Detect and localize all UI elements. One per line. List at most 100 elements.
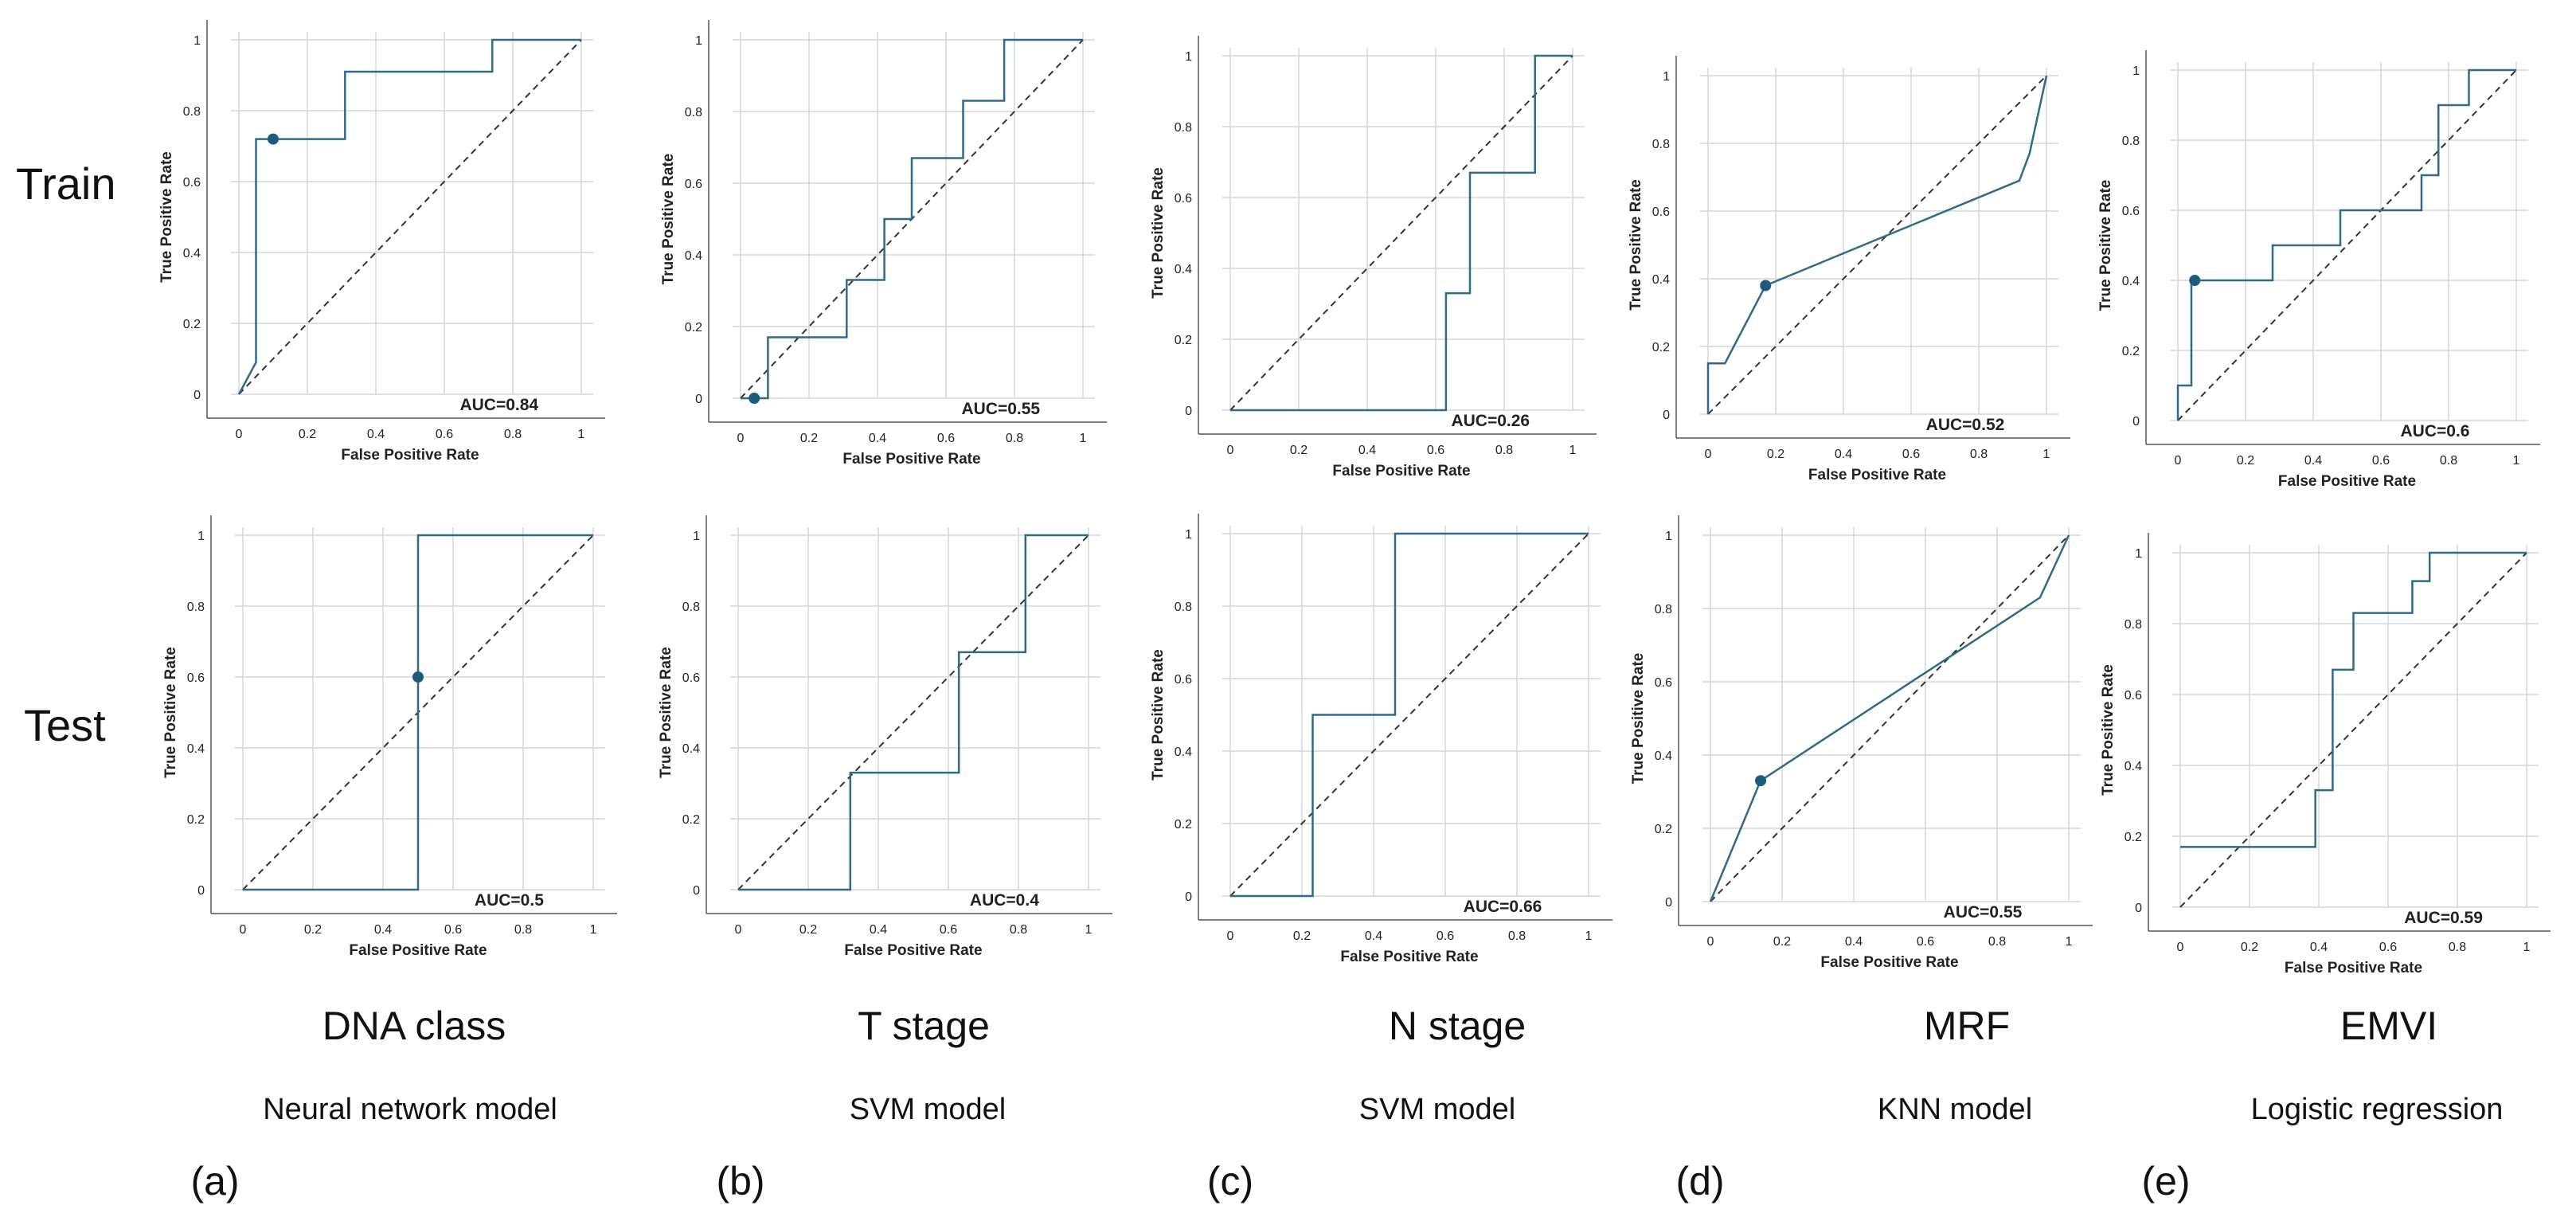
y-tick-label: 1 [693, 530, 700, 543]
row-label-train: Train [16, 158, 116, 209]
model-label-c: SVM model [1359, 1093, 1515, 1126]
y-tick-label: 1 [1185, 50, 1192, 64]
x-tick-label: 0.4 [870, 923, 887, 937]
model-label-b: SVM model [850, 1093, 1006, 1126]
operating-point [412, 671, 424, 683]
x-tick-label: 0.2 [304, 923, 322, 937]
x-axis-label: False Positive Rate [844, 942, 982, 959]
x-tick-label: 0.4 [1365, 929, 1382, 943]
y-tick-label: 1 [197, 530, 205, 543]
x-tick-label: 1 [1569, 444, 1577, 457]
x-axis-label: False Positive Rate [1332, 463, 1470, 479]
x-tick-label: 0.2 [1293, 929, 1311, 943]
x-tick-label: 0.2 [1767, 448, 1784, 461]
y-tick-label: 0.6 [1175, 673, 1192, 687]
roc-panel-e-test: 0 0 0.2 0.2 0.4 0.4 0.6 0.6 0.8 0.8 1 1 False Positi… [2100, 533, 2551, 976]
y-tick-label: 0.4 [1652, 273, 1670, 287]
x-axis-label: False Positive Rate [341, 447, 479, 464]
y-tick-label: 1 [695, 34, 702, 48]
x-tick-label: 0.4 [374, 923, 392, 937]
y-tick-label: 0.6 [187, 671, 205, 685]
roc-curve [1230, 54, 1573, 412]
column-title-e: EMVI [2340, 1004, 2437, 1048]
x-tick-label: 1 [590, 923, 597, 937]
roc-panel-c-train: 0 0 0.2 0.2 0.4 0.4 0.6 0.6 0.8 0.8 1 1 False Positi… [1150, 36, 1597, 479]
y-tick-label: 0.8 [685, 106, 702, 119]
y-tick-label: 0.8 [1652, 138, 1670, 151]
chance-diagonal [2179, 552, 2527, 908]
x-tick-label: 0.4 [2304, 454, 2322, 468]
x-tick-label: 0.8 [504, 428, 522, 441]
x-tick-label: 0.2 [1290, 444, 1308, 457]
x-axis-label: False Positive Rate [1340, 949, 1478, 965]
y-tick-label: 0.6 [1655, 676, 1672, 690]
y-tick-label: 0 [2135, 902, 2142, 915]
panel-letter-a: (a) [190, 1159, 239, 1203]
chance-diagonal [238, 39, 582, 395]
model-label-e: Logistic regression [2251, 1093, 2504, 1126]
panel-letter-c: (c) [1207, 1159, 1253, 1203]
x-tick-label: 0.6 [937, 432, 955, 445]
y-tick-label: 0.2 [2122, 345, 2140, 358]
y-tick-label: 0.8 [1175, 601, 1192, 614]
roc-panel-d-test: 0 0 0.2 0.2 0.4 0.4 0.6 0.6 0.8 0.8 1 1 False Positi… [1630, 515, 2093, 971]
x-tick-label: 0.2 [1773, 935, 1791, 949]
y-tick-label: 0 [193, 389, 201, 402]
x-tick-label: 0.8 [1006, 432, 1023, 445]
x-axis-label: False Positive Rate [349, 942, 487, 959]
roc-panels: 0 0 0.2 0.2 0.4 0.4 0.6 0.6 0.8 0.8 1 1 False Positi… [158, 20, 2551, 976]
auc-label: AUC=0.55 [961, 400, 1040, 418]
roc-curve [2176, 68, 2516, 421]
x-tick-label: 0.8 [1508, 929, 1526, 943]
x-tick-label: 0 [1227, 444, 1234, 457]
y-axis-label: True Positive Rate [162, 647, 179, 778]
chance-diagonal [1229, 55, 1573, 411]
y-tick-label: 0.4 [685, 249, 702, 263]
y-tick-label: 0.4 [183, 247, 201, 260]
row-label-test: Test [24, 700, 106, 750]
panel-letter-d: (d) [1675, 1159, 1724, 1203]
y-tick-label: 0.6 [682, 671, 700, 685]
operating-point [1755, 775, 1766, 787]
y-tick-label: 0.4 [1175, 745, 1192, 759]
panel-letter-e: (e) [2141, 1159, 2190, 1203]
y-tick-label: 0.6 [1652, 205, 1670, 219]
auc-label: AUC=0.59 [2404, 909, 2483, 927]
x-tick-label: 0.8 [1988, 935, 2006, 949]
y-tick-label: 0.8 [183, 105, 201, 119]
x-tick-label: 0.6 [1902, 448, 1920, 461]
auc-label: AUC=0.55 [1944, 903, 2023, 922]
x-tick-label: 0 [2175, 454, 2182, 468]
x-tick-label: 0.6 [1427, 444, 1444, 457]
y-tick-label: 0.8 [1655, 603, 1672, 616]
x-tick-label: 0.6 [436, 428, 453, 441]
x-tick-label: 0.4 [2310, 941, 2328, 954]
auc-label: AUC=0.84 [459, 396, 538, 414]
auc-label: AUC=0.4 [970, 891, 1039, 910]
y-tick-label: 0 [1663, 409, 1670, 422]
y-tick-label: 1 [1663, 70, 1670, 84]
y-tick-label: 0 [197, 884, 205, 898]
y-tick-label: 0.4 [1655, 749, 1672, 763]
y-axis-label: True Positive Rate [158, 151, 175, 283]
y-tick-label: 0.4 [2125, 760, 2142, 773]
x-tick-label: 0.2 [799, 923, 817, 937]
roc-curve [243, 534, 593, 891]
y-tick-label: 0.4 [1175, 263, 1192, 276]
y-tick-label: 0.6 [1175, 192, 1192, 205]
roc-panel-b-test: 0 0 0.2 0.2 0.4 0.4 0.6 0.6 0.8 0.8 1 1 False Positi… [658, 515, 1112, 959]
roc-curve [741, 38, 1083, 400]
y-tick-label: 0 [2132, 415, 2140, 428]
y-tick-label: 0 [1185, 890, 1192, 904]
roc-panel-a-train: 0 0 0.2 0.2 0.4 0.4 0.6 0.6 0.8 0.8 1 1 False Positi… [158, 20, 605, 464]
operating-point [268, 133, 279, 145]
y-tick-label: 0.2 [1652, 341, 1670, 354]
y-tick-label: 0.2 [2125, 831, 2142, 844]
x-tick-label: 0.6 [444, 923, 462, 937]
model-label-a: Neural network model [263, 1093, 557, 1126]
x-tick-label: 1 [1085, 923, 1093, 937]
x-tick-label: 0 [1227, 929, 1234, 943]
y-axis-label: True Positive Rate [1630, 653, 1647, 785]
x-tick-label: 0 [2177, 941, 2184, 954]
y-axis-label: True Positive Rate [1150, 649, 1167, 781]
